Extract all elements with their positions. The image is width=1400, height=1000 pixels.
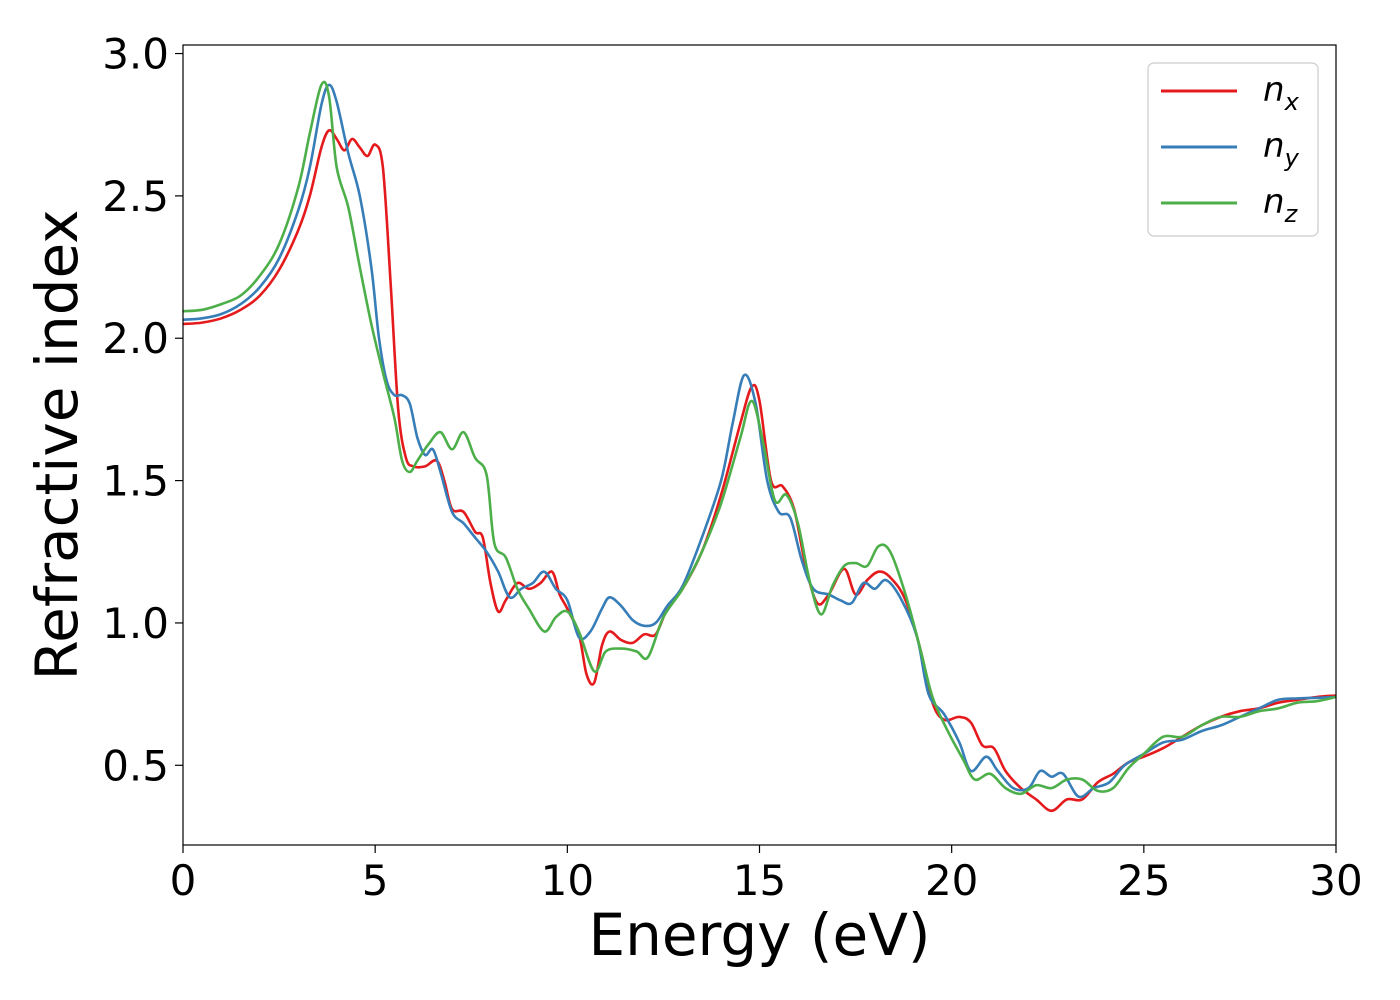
- y-tick-label: 2.5: [102, 172, 169, 221]
- x-tick-label: 30: [1309, 856, 1362, 905]
- x-ticks: 0 5 10 15 20 25 30: [170, 845, 1363, 905]
- x-tick-label: 25: [1117, 856, 1170, 905]
- y-tick-label: 3.0: [102, 30, 169, 79]
- series-layer: [182, 80, 1337, 813]
- legend-label-z: nz: [1263, 182, 1299, 228]
- legend-label-x: nx: [1263, 70, 1300, 116]
- legend-box: [1147, 62, 1319, 237]
- x-tick-label: 5: [362, 856, 389, 905]
- y-tick-label: 2.0: [102, 314, 169, 363]
- legend: nx ny nz: [1147, 62, 1319, 237]
- x-tick-label: 0: [170, 856, 197, 905]
- x-tick-label: 10: [541, 856, 594, 905]
- y-axis-label: Refractive index: [23, 209, 91, 680]
- legend-label-y: ny: [1263, 126, 1300, 172]
- x-axis-label: Energy (eV): [588, 901, 930, 969]
- x-tick-label: 15: [733, 856, 786, 905]
- y-tick-label: 1.5: [102, 457, 169, 506]
- x-tick-label: 20: [925, 856, 978, 905]
- series-line-y: [182, 83, 1337, 799]
- y-ticks: 0.5 1.0 1.5 2.0 2.5 3.0: [102, 30, 183, 790]
- series-line-z: [182, 80, 1337, 796]
- y-tick-label: 0.5: [102, 741, 169, 790]
- y-tick-label: 1.0: [102, 599, 169, 648]
